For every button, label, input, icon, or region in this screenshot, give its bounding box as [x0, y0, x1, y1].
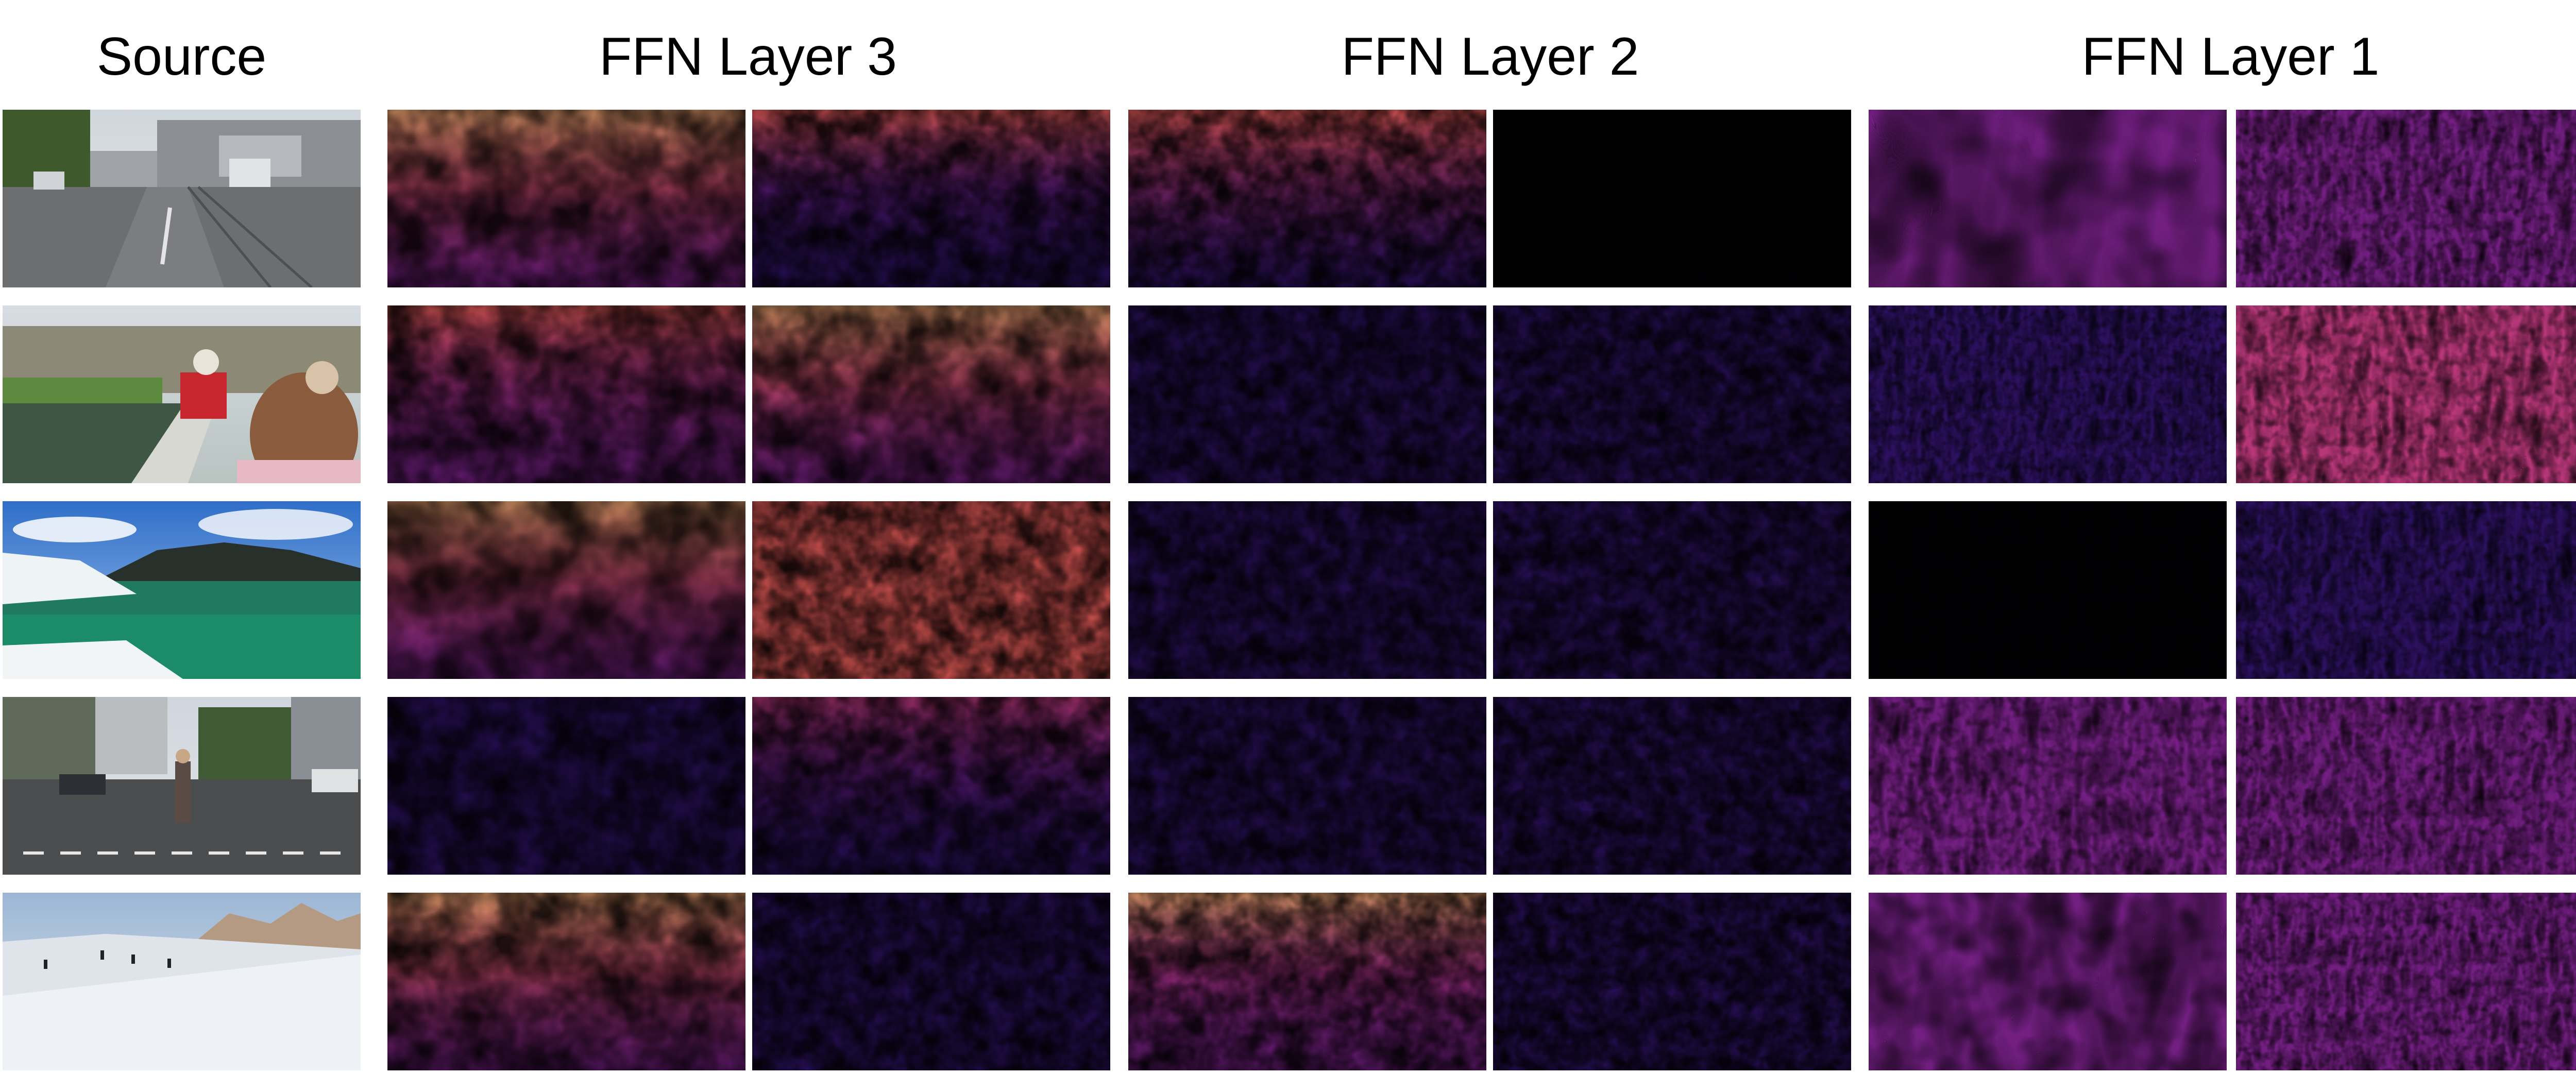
header-ffn-layer-3: FFN Layer 3 — [599, 27, 897, 87]
ffn-layer-1-heatmap-row-2-1 — [1869, 305, 2227, 483]
ffn-layer-1-heatmap-row-4-1 — [1869, 697, 2227, 875]
ffn-layer-3-heatmap-row-5-1 — [387, 893, 745, 1070]
ffn-layer-1-heatmap-row-1-1 — [1869, 110, 2227, 287]
ffn-layer-1-heatmap-row-5-1 — [1869, 893, 2227, 1070]
ffn-layer-3-heatmap-row-3-2 — [752, 501, 1110, 679]
ffn-layer-1-heatmap-row-5-2 — [2236, 893, 2576, 1070]
header-source: Source — [96, 27, 267, 87]
source-image-row-3 — [3, 501, 361, 679]
ffn-layer-2-heatmap-row-3-1 — [1128, 501, 1486, 679]
ffn-layer-2-heatmap-row-2-1 — [1128, 305, 1486, 483]
ffn-layer-2-heatmap-row-3-2 — [1493, 501, 1851, 679]
ffn-layer-3-heatmap-row-5-2 — [752, 893, 1110, 1070]
ffn-layer-1-heatmap-row-2-2 — [2236, 305, 2576, 483]
ffn-layer-1-heatmap-row-3-1 — [1869, 501, 2227, 679]
source-image-row-4 — [3, 697, 361, 875]
ffn-layer-3-heatmap-row-2-2 — [752, 305, 1110, 483]
ffn-layer-1-heatmap-row-1-2 — [2236, 110, 2576, 287]
ffn-layer-3-heatmap-row-1-1 — [387, 110, 745, 287]
ffn-layer-2-heatmap-row-4-2 — [1493, 697, 1851, 875]
header-ffn-layer-1: FFN Layer 1 — [2081, 27, 2380, 87]
ffn-layer-2-heatmap-row-2-2 — [1493, 305, 1851, 483]
ffn-layer-3-heatmap-row-2-1 — [387, 305, 745, 483]
header-ffn-layer-2: FFN Layer 2 — [1341, 27, 1639, 87]
ffn-layer-2-heatmap-row-1-1 — [1128, 110, 1486, 287]
ffn-layer-2-heatmap-row-5-1 — [1128, 893, 1486, 1070]
ffn-layer-3-heatmap-row-4-2 — [752, 697, 1110, 875]
ffn-layer-3-heatmap-row-1-2 — [752, 110, 1110, 287]
ffn-layer-1-heatmap-row-3-2 — [2236, 501, 2576, 679]
ffn-layer-2-heatmap-row-1-2 — [1493, 110, 1851, 287]
ffn-layer-1-heatmap-row-4-2 — [2236, 697, 2576, 875]
ffn-layer-3-heatmap-row-3-1 — [387, 501, 745, 679]
source-image-row-2 — [3, 305, 361, 483]
ffn-layer-2-heatmap-row-4-1 — [1128, 697, 1486, 875]
source-image-row-5 — [3, 893, 361, 1070]
ffn-layer-2-heatmap-row-5-2 — [1493, 893, 1851, 1070]
ffn-layer-3-heatmap-row-4-1 — [387, 697, 745, 875]
source-image-row-1 — [3, 110, 361, 287]
